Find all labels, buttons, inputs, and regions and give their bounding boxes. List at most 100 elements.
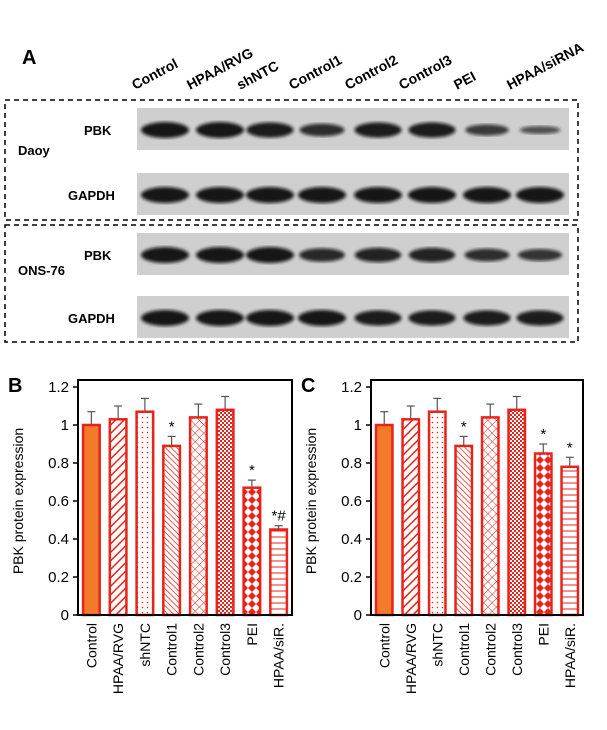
lane-label: PEI [451, 68, 478, 93]
x-tick-label: Control2 [482, 623, 498, 676]
band [408, 187, 456, 203]
y-tick-label: 1 [354, 417, 362, 434]
y-tick-label: 0.2 [48, 569, 69, 586]
x-tick-label: Control1 [164, 623, 180, 676]
row-label: PBK [84, 248, 112, 263]
band [516, 187, 564, 203]
band [196, 310, 244, 326]
bar [215, 408, 235, 617]
blot-box [4, 99, 579, 221]
x-tick-label: Control [83, 623, 99, 668]
x-tick-label: Control1 [456, 623, 472, 676]
y-axis-label: PBK protein expression [10, 428, 26, 574]
band [299, 248, 345, 262]
bar [507, 408, 527, 617]
band [408, 310, 456, 326]
panel-label: A [22, 47, 36, 69]
annotation: * [540, 426, 546, 443]
x-tick-label: Control [376, 623, 392, 668]
bar [374, 423, 394, 617]
bar [242, 486, 262, 617]
bar [427, 410, 447, 617]
lane-label: HPAA/siRNA [504, 39, 586, 93]
band [463, 187, 511, 203]
y-tick-label: 0.8 [48, 455, 69, 472]
x-tick-label: HPAA/siR. [562, 623, 578, 688]
band [354, 122, 402, 138]
annotation: * [461, 418, 467, 435]
y-tick-label: 0 [61, 607, 69, 624]
y-tick-label: 0.4 [341, 531, 362, 548]
bar [480, 416, 500, 617]
y-tick-label: 0.8 [341, 455, 362, 472]
plot-frame [77, 379, 293, 616]
bar [108, 418, 128, 617]
y-tick-label: 0 [354, 607, 362, 624]
band [141, 247, 189, 263]
band [246, 310, 294, 326]
y-tick-label: 1.2 [48, 379, 69, 396]
lane-label: Control3 [396, 51, 455, 92]
annotation: * [169, 418, 175, 435]
x-tick-label: shNTC [429, 623, 445, 667]
bar [135, 410, 155, 617]
band [298, 310, 346, 326]
band [408, 247, 456, 263]
band [299, 123, 345, 137]
row-label: PBK [84, 123, 112, 138]
y-axis-label: PBK protein expression [303, 428, 319, 574]
x-tick-label: HPAA/siR. [271, 623, 287, 688]
band [408, 122, 456, 138]
band [196, 187, 244, 203]
y-tick-label: 1 [61, 417, 69, 434]
band [464, 248, 510, 262]
lane-label: Control1 [286, 51, 345, 92]
y-tick-label: 0.2 [341, 569, 362, 586]
bar [81, 423, 101, 617]
band [196, 122, 244, 138]
x-tick-label: HPAA/RVG [403, 623, 419, 694]
annotation: * [567, 439, 573, 456]
annotation: * [249, 462, 255, 479]
band [141, 187, 189, 203]
lane-label: Control2 [342, 51, 401, 92]
band [463, 310, 511, 326]
annotation: *# [272, 508, 287, 525]
band [516, 310, 564, 326]
cell-line: ONS-76 [18, 263, 65, 278]
band [196, 247, 244, 263]
bar [162, 444, 182, 617]
plot-frame [370, 379, 584, 616]
x-tick-label: shNTC [137, 623, 153, 667]
row-label: GAPDH [68, 311, 115, 326]
bar [560, 465, 580, 617]
bar [188, 416, 208, 617]
y-tick-label: 0.6 [48, 493, 69, 510]
band [354, 247, 402, 263]
y-tick-label: 0.6 [341, 493, 362, 510]
y-tick-label: 1.2 [341, 379, 362, 396]
blot-box [4, 224, 579, 343]
cell-line: Daoy [18, 143, 51, 158]
band [246, 122, 294, 138]
x-tick-label: PEI [244, 623, 260, 646]
band [519, 126, 561, 134]
band [517, 249, 563, 261]
band [298, 187, 346, 203]
band [141, 310, 189, 326]
x-tick-label: HPAA/RVG [110, 623, 126, 694]
panel-label: C [301, 375, 315, 397]
band [141, 122, 189, 138]
x-tick-label: Control3 [217, 623, 233, 676]
panel-label: B [8, 375, 22, 397]
bar [533, 452, 553, 617]
band [246, 187, 294, 203]
band [246, 247, 294, 263]
band [354, 310, 402, 326]
bar [401, 418, 421, 617]
x-tick-label: Control3 [509, 623, 525, 676]
row-label: GAPDH [68, 188, 115, 203]
x-tick-label: Control2 [190, 623, 206, 676]
lane-label: Control [129, 55, 180, 92]
